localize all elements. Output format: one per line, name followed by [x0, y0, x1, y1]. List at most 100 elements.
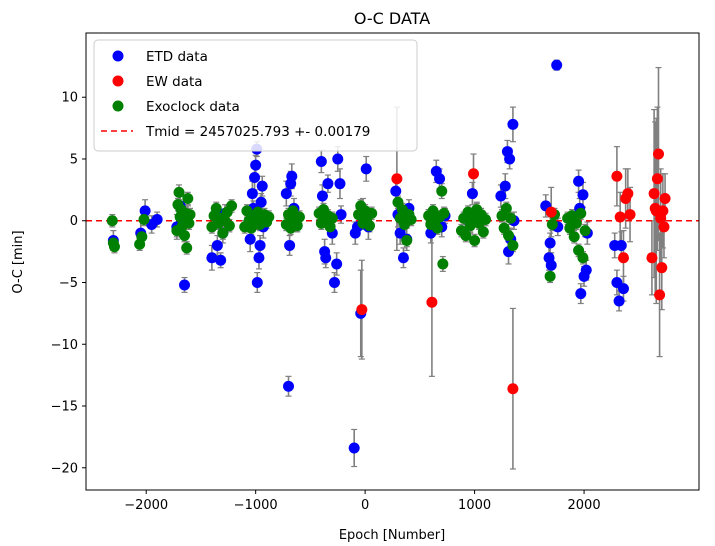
data-point-ew-data	[617, 252, 629, 264]
data-point-exoclock-data	[469, 235, 481, 247]
data-point-exoclock-data	[217, 227, 229, 239]
data-point-exoclock-data	[138, 214, 150, 226]
data-point-ew-data	[622, 188, 634, 200]
data-point-etd-data	[206, 252, 218, 264]
y-tick-label: −5	[59, 276, 78, 291]
y-tick-label: 5	[70, 152, 78, 167]
data-point-etd-data	[254, 239, 266, 251]
data-point-exoclock-data	[480, 214, 492, 226]
data-point-exoclock-data	[324, 221, 336, 233]
data-point-ew-data	[659, 193, 671, 205]
data-point-etd-data	[348, 442, 360, 454]
data-point-exoclock-data	[437, 258, 449, 270]
data-point-etd-data	[466, 188, 478, 200]
data-point-ew-data	[656, 262, 668, 274]
x-tick-label: 2000	[568, 498, 601, 513]
data-point-exoclock-data	[579, 225, 591, 237]
data-point-exoclock-data	[405, 214, 417, 226]
data-point-etd-data	[179, 279, 191, 291]
x-tick-label: −1000	[234, 498, 278, 513]
data-point-exoclock-data	[326, 212, 338, 224]
data-point-exoclock-data	[293, 211, 305, 223]
legend: ETD data EW data Exoclock data Tmid = 24570…	[93, 39, 418, 152]
data-point-etd-data	[575, 288, 587, 300]
points-layer	[106, 59, 671, 454]
data-point-etd-data	[249, 172, 261, 184]
data-point-etd-data	[390, 185, 402, 197]
data-point-exoclock-data	[507, 239, 519, 251]
legend-label: EW data	[146, 74, 203, 90]
data-point-exoclock-data	[183, 217, 195, 229]
data-point-etd-data	[283, 380, 295, 392]
data-point-ew-data	[648, 188, 660, 200]
y-axis-title: O-C [min]	[11, 230, 26, 293]
data-point-exoclock-data	[223, 220, 235, 232]
data-point-etd-data	[322, 178, 334, 190]
data-point-ew-data	[468, 168, 480, 180]
data-point-exoclock-data	[568, 231, 580, 243]
x-tick-label: −2000	[124, 498, 168, 513]
data-point-etd-data	[251, 276, 263, 288]
y-tick-label: 0	[70, 214, 78, 229]
data-point-exoclock-data	[291, 220, 303, 232]
data-point-etd-data	[246, 188, 258, 200]
data-point-exoclock-data	[544, 270, 556, 282]
data-point-exoclock-data	[263, 211, 275, 223]
data-point-etd-data	[617, 283, 629, 295]
data-point-etd-data	[504, 153, 516, 165]
data-point-etd-data	[577, 189, 589, 201]
data-point-ew-data	[652, 148, 664, 160]
data-point-ew-data	[646, 252, 658, 264]
data-point-etd-data	[316, 190, 328, 202]
data-point-exoclock-data	[136, 231, 148, 243]
data-point-etd-data	[280, 188, 292, 200]
data-point-exoclock-data	[477, 226, 489, 238]
data-point-exoclock-data	[438, 207, 450, 219]
y-axis-ticks: 10 5 0 −5 −10 −15 −20	[51, 91, 86, 476]
data-point-etd-data	[580, 264, 592, 276]
data-point-exoclock-data	[577, 252, 589, 264]
data-point-etd-data	[253, 252, 265, 264]
data-point-ew-data	[611, 170, 623, 182]
data-point-exoclock-data	[546, 218, 558, 230]
data-point-exoclock-data	[575, 207, 587, 219]
data-point-ew-data	[426, 296, 438, 308]
data-point-etd-data	[215, 254, 227, 266]
legend-box	[93, 39, 418, 152]
y-tick-label: −15	[51, 400, 78, 415]
data-point-etd-data	[244, 233, 256, 245]
data-point-exoclock-data	[570, 217, 582, 229]
data-point-etd-data	[250, 159, 262, 171]
data-point-exoclock-data	[500, 202, 512, 214]
data-point-etd-data	[615, 239, 627, 251]
data-point-etd-data	[499, 180, 511, 192]
data-point-etd-data	[151, 214, 163, 226]
x-axis-title: Epoch [Number]	[339, 528, 445, 543]
data-point-exoclock-data	[431, 222, 443, 234]
data-point-exoclock-data	[226, 200, 238, 212]
data-point-etd-data	[397, 252, 409, 264]
data-point-ew-data	[507, 383, 519, 395]
x-tick-label: 0	[361, 498, 369, 513]
data-point-ew-data	[624, 209, 636, 221]
data-point-ew-data	[356, 304, 368, 316]
y-tick-label: 10	[61, 91, 78, 106]
x-axis-ticks: −2000 −1000 0 1000 2000	[124, 490, 601, 513]
data-point-exoclock-data	[181, 242, 193, 254]
data-point-exoclock-data	[182, 193, 194, 205]
data-point-ew-data	[545, 206, 557, 218]
data-point-ew-data	[654, 289, 666, 301]
data-point-exoclock-data	[505, 212, 517, 224]
data-point-exoclock-data	[401, 235, 413, 247]
data-point-etd-data	[573, 175, 585, 187]
legend-marker	[112, 100, 124, 112]
data-point-exoclock-data	[503, 230, 515, 242]
legend-marker	[112, 50, 124, 62]
data-point-etd-data	[613, 295, 625, 307]
chart-title: O-C DATA	[354, 9, 430, 28]
data-point-exoclock-data	[210, 202, 222, 214]
data-point-etd-data	[334, 178, 346, 190]
data-point-etd-data	[286, 170, 298, 182]
data-point-exoclock-data	[106, 215, 118, 227]
